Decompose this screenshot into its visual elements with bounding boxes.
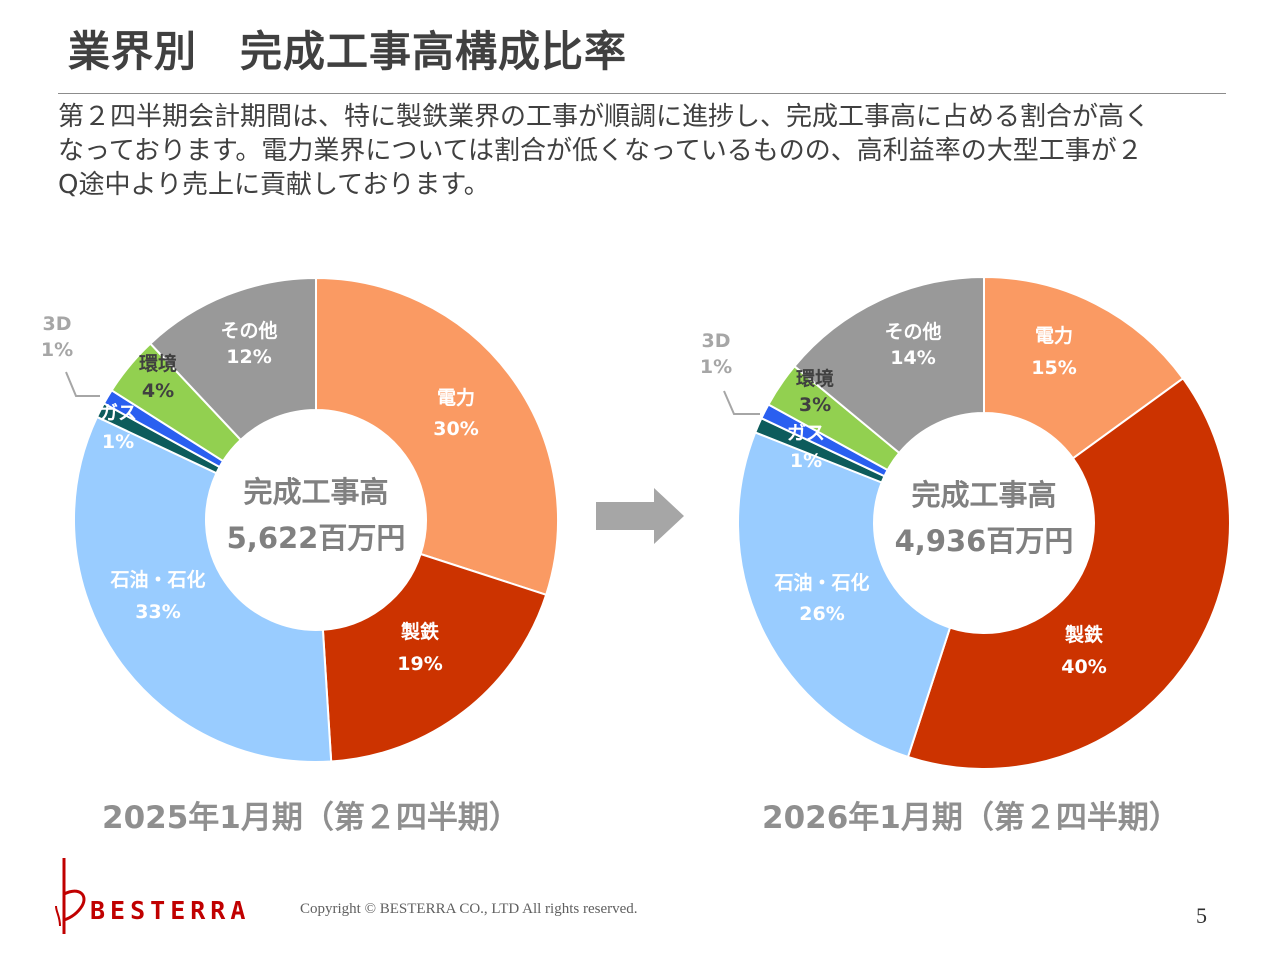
slice-name-0-0: 電力: [437, 386, 475, 409]
right-arrow-icon: [596, 488, 684, 544]
slice-name-1-6: その他: [884, 320, 941, 343]
description-line-2: なっております。電力業界については割合が低くなっているものの、高利益率の大型工事…: [58, 136, 1143, 166]
slice-pct-0-2: 33%: [135, 601, 180, 623]
slice-name-0-5: 環境: [139, 352, 177, 375]
slice-name-0-1: 製鉄: [400, 620, 439, 643]
slice-name-1-2: 石油・石化: [773, 571, 869, 594]
slice-name-1-3: 3D: [702, 330, 731, 352]
title-divider: [58, 93, 1226, 94]
slice-pct-1-5: 3%: [799, 394, 831, 416]
slice-0-6: [148, 276, 317, 442]
copyright-text: Copyright © BESTERRA CO., LTD All rights…: [300, 901, 638, 917]
besterra-logo-icon: [55, 858, 86, 934]
leader-line-1: [723, 390, 760, 415]
slice-pct-1-3: 1%: [700, 356, 732, 378]
slice-name-0-2: 石油・石化: [109, 568, 205, 591]
slice-name-1-0: 電力: [1035, 324, 1073, 347]
slice-pct-0-6: 12%: [226, 346, 271, 368]
slice-0-1: [321, 552, 548, 763]
slice-pct-1-1: 40%: [1061, 656, 1106, 678]
slice-pct-1-0: 15%: [1031, 357, 1076, 379]
slice-0-0: [315, 276, 559, 597]
center-label-1: 完成工事高: [911, 478, 1056, 512]
description-line-3: Q途中より売上に貢献しております。: [58, 170, 490, 200]
slice-name-1-4: ガス: [787, 422, 825, 444]
page-title: 業界別 完成工事高構成比率: [68, 27, 628, 76]
chart-caption-2025: 2025年1月期（第２四半期）: [102, 800, 520, 836]
brand-name: BESTERRA: [90, 896, 251, 925]
slice-pct-0-3: 1%: [41, 339, 73, 361]
slice-pct-1-6: 14%: [890, 347, 935, 369]
slice-name-0-6: その他: [220, 319, 277, 342]
slice-1-0: [983, 275, 1185, 460]
slice-name-1-5: 環境: [796, 367, 834, 390]
slice-pct-0-0: 30%: [433, 418, 478, 440]
page-number: 5: [1196, 903, 1207, 928]
slice-name-1-1: 製鉄: [1064, 623, 1103, 646]
center-value-0: 5,622百万円: [227, 521, 406, 555]
slice-name-0-4: ガス: [99, 402, 137, 424]
slice-1-2: [737, 431, 952, 759]
slice-pct-1-4: 1%: [790, 450, 822, 472]
description: 第２四半期会計期間は、特に製鉄業界の工事が順調に進捗し、完成工事高に占める割合が…: [58, 100, 1238, 202]
slice-pct-0-5: 4%: [142, 380, 174, 402]
center-label-0: 完成工事高: [243, 475, 388, 509]
slice-1-6: [793, 275, 985, 455]
slice-1-1: [906, 377, 1232, 771]
slice-pct-0-1: 19%: [397, 653, 442, 675]
description-line-1: 第２四半期会計期間は、特に製鉄業界の工事が順調に進捗し、完成工事高に占める割合が…: [58, 102, 1151, 132]
besterra-logo: BESTERRA: [50, 856, 290, 940]
chart-caption-2026: 2026年1月期（第２四半期）: [762, 800, 1180, 836]
slice-pct-0-4: 1%: [102, 431, 134, 453]
slice-name-0-3: 3D: [43, 313, 72, 335]
leader-line-0: [65, 371, 100, 397]
center-value-1: 4,936百万円: [895, 524, 1074, 558]
slice-pct-1-2: 26%: [799, 603, 844, 625]
slice-0-2: [73, 415, 333, 763]
